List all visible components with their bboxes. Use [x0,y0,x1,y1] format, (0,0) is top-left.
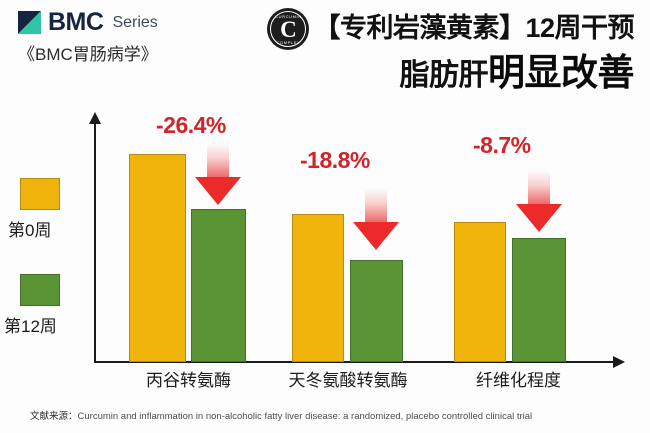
seal-bottom-text: COMPLEX [276,39,301,45]
bmc-series-label: Series [112,13,158,31]
bar-week12-group3 [512,238,566,362]
x-axis [94,361,615,363]
category-label-group1: 丙谷转氨酶 [146,371,231,390]
red-down-arrow-icon-group2 [353,188,399,250]
red-down-arrow-icon-group3 [516,170,562,232]
x-axis-arrow-icon [613,356,625,368]
change-label-group3: -8.7% [473,132,531,158]
legend-label-week12: 第12周 [4,317,57,336]
headline-text-emphasis: 明显改善 [488,52,635,93]
headline-line-2: 脂肪肝明显改善 [234,52,635,93]
bar-week0-group2 [292,214,344,362]
bar-week12-group1 [191,209,246,362]
bmc-diagonal-square-logo-icon [18,11,41,34]
y-axis [94,122,96,363]
citation-text: Curcumin and inflammation in non-alcohol… [77,411,533,422]
source-citation: 文献来源：Curcumin and inflammation in non-al… [30,408,532,422]
legend-label-week0: 第0周 [8,221,52,240]
bar-week0-group1 [129,154,186,362]
bmc-branding: BMC Series 《BMC胃肠病学》 [18,10,248,65]
bar-week0-group3 [454,222,506,362]
headline-text-primary: 【专利岩藻黄素】12周干预 [313,13,634,44]
source-label: 文献来源： [30,411,78,422]
seal-letter: C [280,16,297,42]
change-label-group2: -18.8% [300,147,370,173]
red-down-arrow-icon-group1 [195,143,241,205]
headline-text-secondary: 脂肪肝 [399,59,489,92]
y-axis-arrow-icon [89,112,101,124]
headline: CURCUMIN C COMPLEX 【专利岩藻黄素】12周干预 脂肪肝明显改善 [234,8,635,93]
bar-chart: 第0周 第12周 -26.4% 丙谷转氨酶 -18.8% 天冬氨酸转氨酶 -8.… [0,100,650,400]
headline-line-1: CURCUMIN C COMPLEX 【专利岩藻黄素】12周干预 [234,8,634,50]
seal-top-text: CURCUMIN [275,13,302,19]
bmc-wordmark: BMC [48,8,104,36]
legend-swatch-week0 [20,178,60,210]
curcumin-complex-seal-icon: CURCUMIN C COMPLEX [267,8,310,50]
category-label-group2: 天冬氨酸转氨酶 [288,371,408,390]
bar-week12-group2 [350,260,403,362]
bmc-logo-row: BMC Series [18,10,248,35]
journal-name: 《BMC胃肠病学》 [18,45,158,64]
change-label-group1: -26.4% [156,112,226,138]
category-label-group3: 纤维化程度 [476,371,561,390]
legend-swatch-week12 [20,274,60,306]
